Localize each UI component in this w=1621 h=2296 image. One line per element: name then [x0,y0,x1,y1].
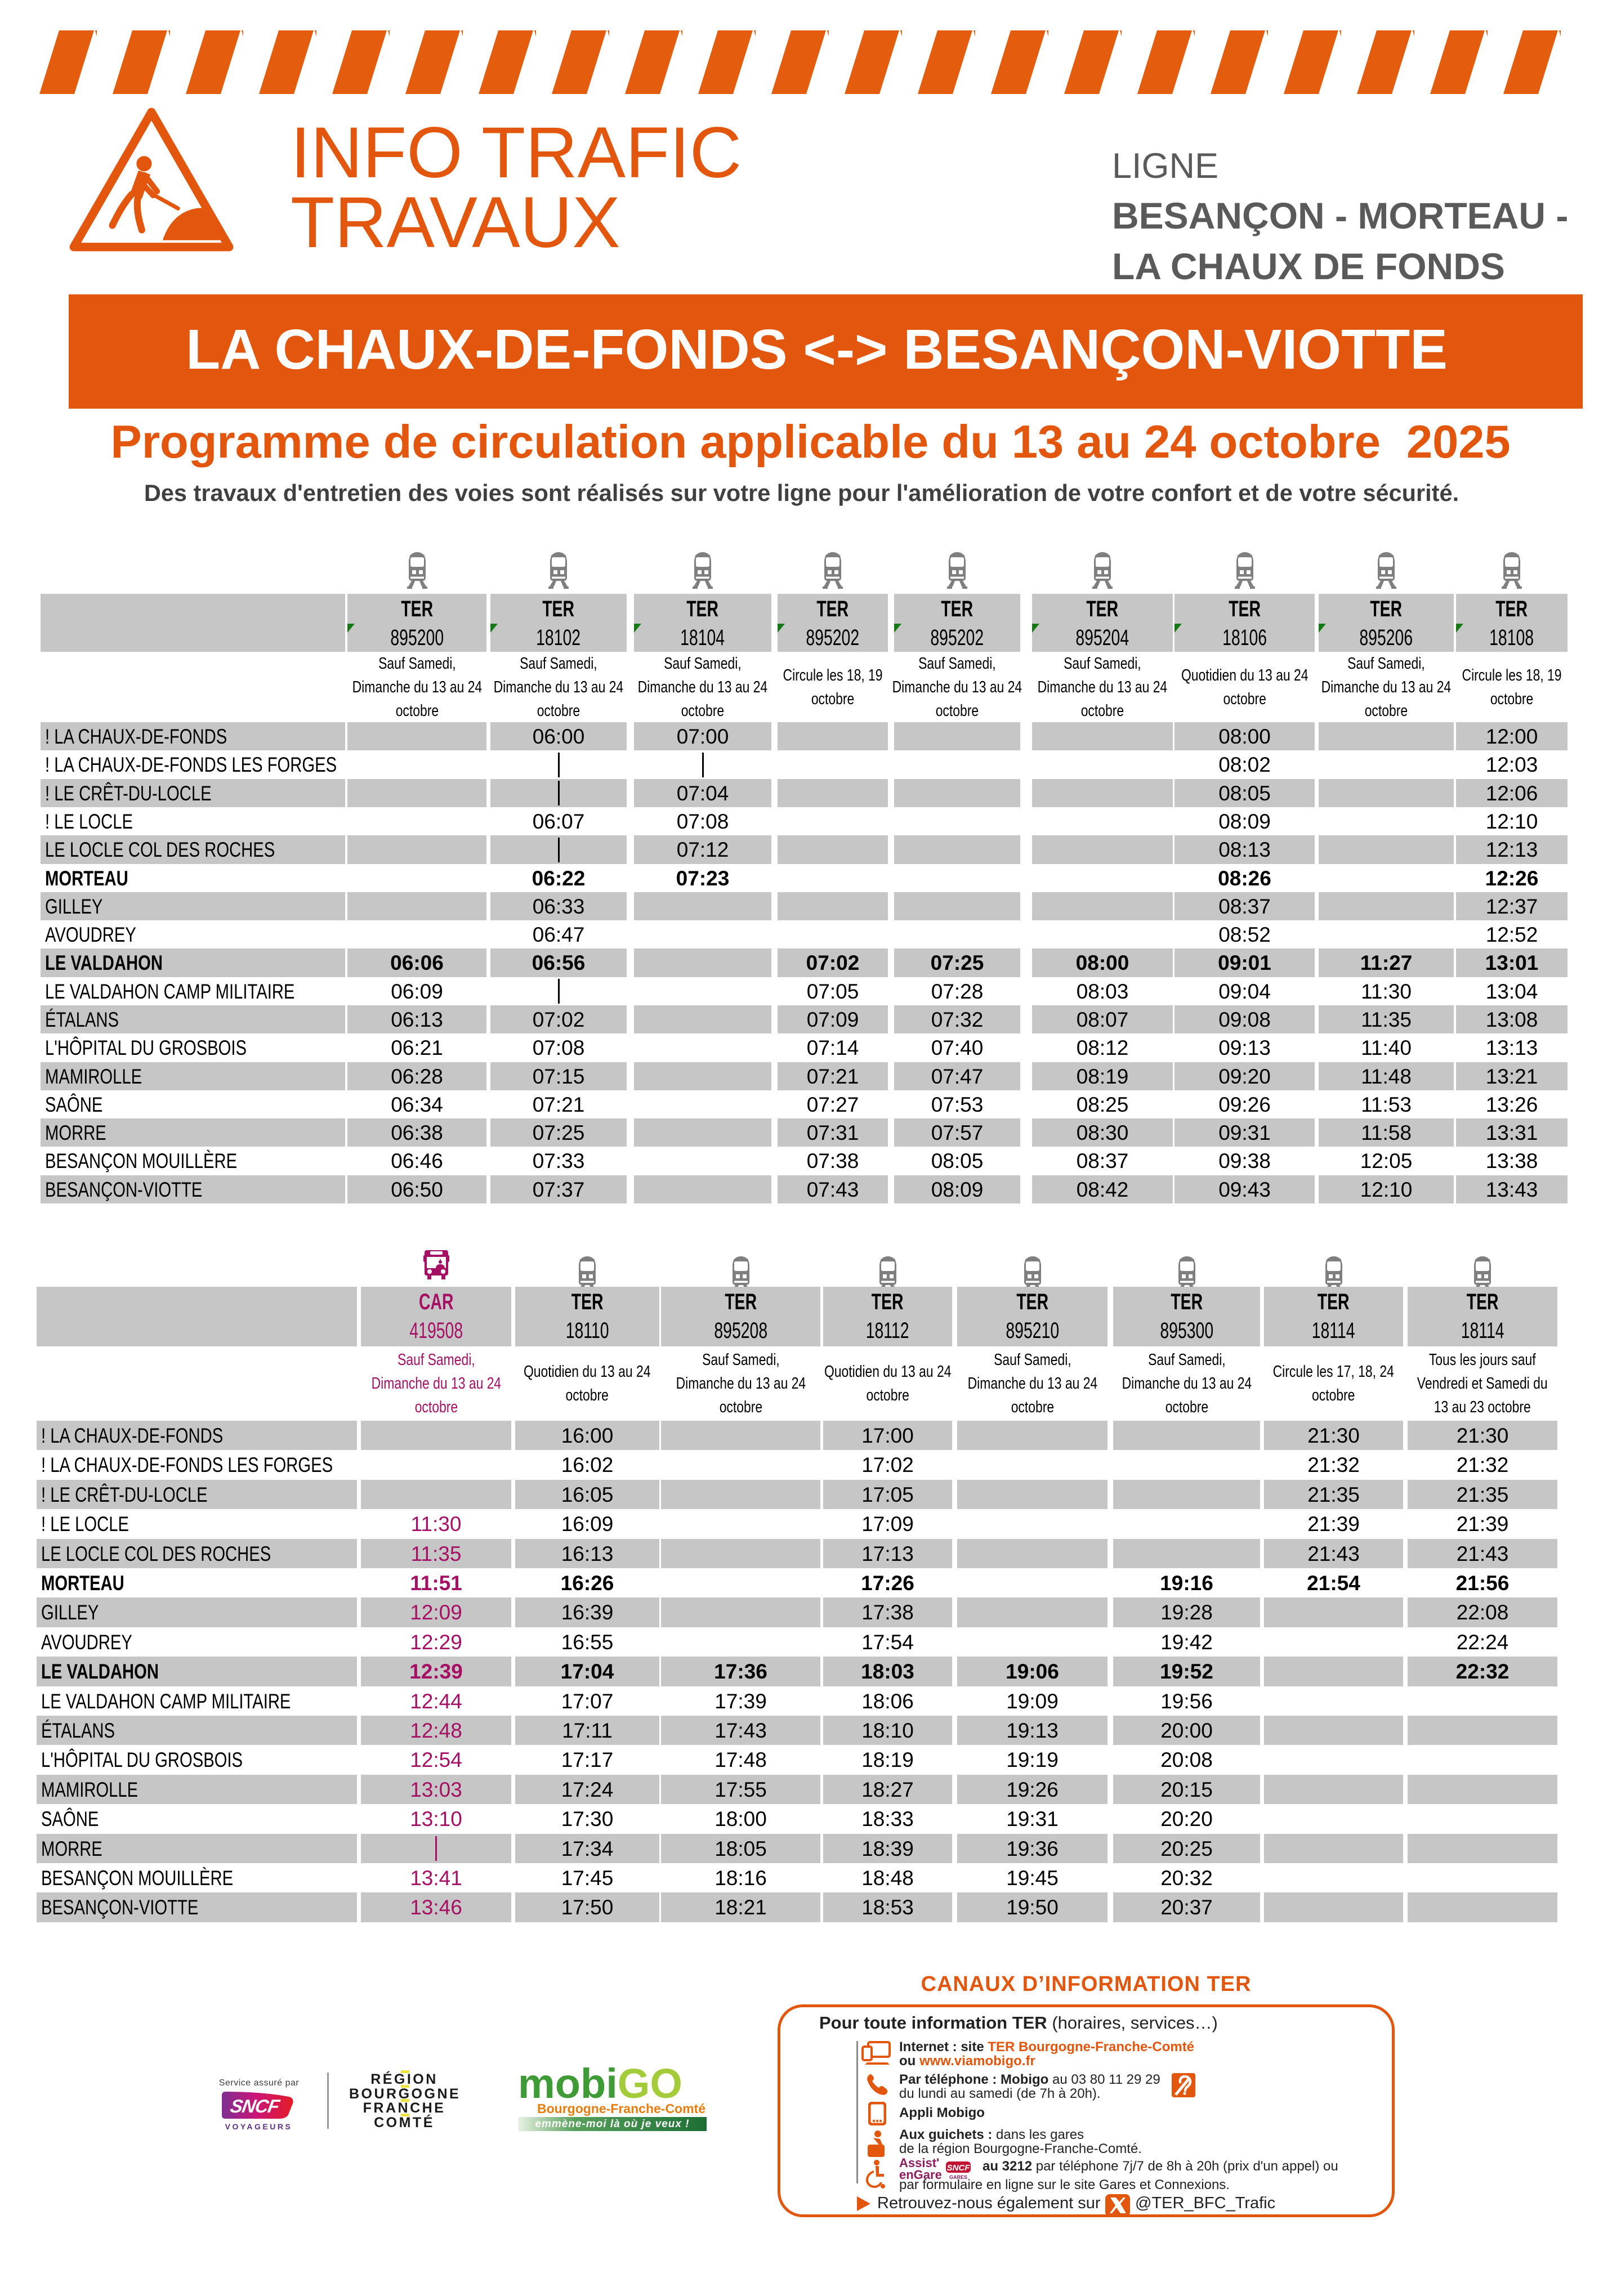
svg-text:SNCF: SNCF [229,2096,282,2117]
svg-text:GARES: GARES [949,2174,967,2180]
svg-text:SNCF: SNCF [947,2163,971,2173]
